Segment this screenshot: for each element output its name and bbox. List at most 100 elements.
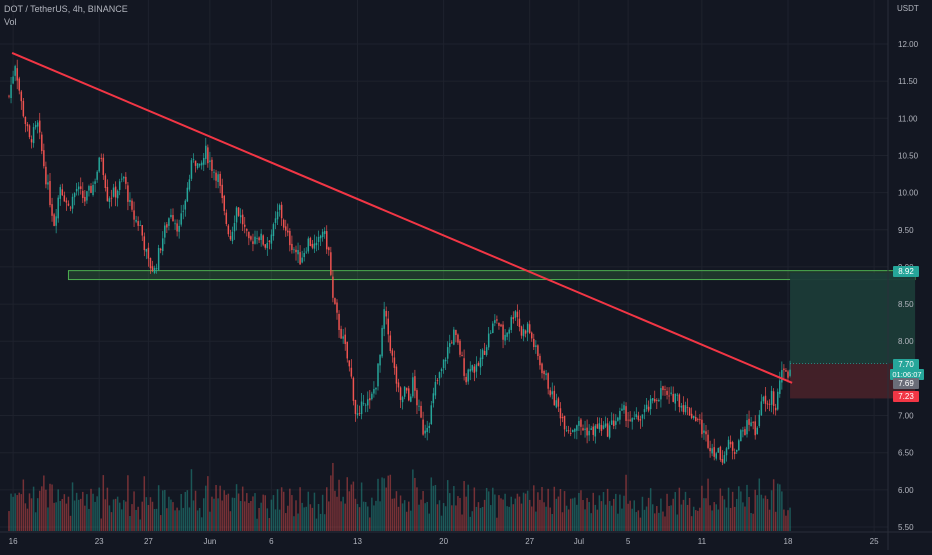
volume-bar <box>262 494 264 531</box>
candle-body <box>518 318 521 327</box>
volume-bar <box>479 508 482 531</box>
candle-body <box>67 203 70 206</box>
candle-body <box>219 173 221 186</box>
volume-bar <box>143 476 146 531</box>
volume-bar <box>789 507 791 531</box>
volume-bar <box>367 506 369 531</box>
candle-body <box>391 350 394 356</box>
volume-bar <box>758 478 761 531</box>
volume-indicator-label[interactable]: Vol <box>4 17 17 27</box>
volume-bar <box>649 488 652 531</box>
volume-bar <box>336 496 338 531</box>
candle-body <box>432 393 435 404</box>
candle-body <box>584 428 586 430</box>
volume-bar <box>627 503 629 531</box>
candle-body <box>766 403 769 405</box>
candle-body <box>75 188 78 192</box>
volume-bar <box>410 510 412 531</box>
candle-body <box>647 406 650 411</box>
candle-body <box>758 414 761 427</box>
candle-body <box>356 413 359 416</box>
candle-body <box>719 446 722 460</box>
candle-body <box>635 414 638 417</box>
volume-bar <box>512 504 515 531</box>
volume-bar <box>123 500 125 531</box>
candle-body <box>371 393 373 400</box>
volume-bar <box>209 511 211 531</box>
volume-bar <box>137 506 139 531</box>
candle-body <box>225 212 228 224</box>
candle-body <box>229 235 232 240</box>
volume-bar <box>149 497 152 531</box>
volume-bar <box>744 506 746 531</box>
candle-body <box>20 91 23 102</box>
volume-bar <box>231 497 234 531</box>
candle-body <box>551 391 553 395</box>
volume-bar <box>274 509 277 531</box>
volume-bar <box>303 507 305 531</box>
volume-bar <box>184 491 187 531</box>
candle-body <box>367 399 369 406</box>
volume-bar <box>623 495 625 531</box>
candle-body <box>699 419 701 421</box>
volume-bar <box>574 497 576 531</box>
candle-body <box>426 427 428 433</box>
volume-bar <box>104 499 107 531</box>
candle-body <box>328 247 330 251</box>
candle-body <box>82 190 84 199</box>
volume-bar <box>221 500 223 531</box>
candle-body <box>237 207 240 216</box>
candle-body <box>98 157 100 172</box>
candle-body <box>418 405 420 407</box>
volume-bar <box>557 496 560 531</box>
volume-bar <box>34 512 37 531</box>
candle-body <box>422 419 424 435</box>
symbol-title[interactable]: DOT / TetherUS, 4h, BINANCE <box>4 4 128 14</box>
candle-body <box>412 377 414 397</box>
volume-bar <box>348 491 351 531</box>
volume-bar <box>736 498 738 531</box>
volume-bar <box>772 479 775 531</box>
candle-body <box>241 214 244 225</box>
candle-body <box>278 205 281 210</box>
volume-bar <box>373 505 375 531</box>
candle-body <box>428 425 430 428</box>
volume-bar <box>309 504 312 531</box>
volume-bar <box>705 498 707 531</box>
candle-body <box>12 76 14 84</box>
volume-bar <box>502 499 504 531</box>
candle-body <box>254 236 256 244</box>
candle-body <box>203 158 205 165</box>
candle-body <box>360 401 363 415</box>
volume-bar <box>289 488 291 531</box>
volume-bar <box>82 491 84 531</box>
volume-bar <box>377 478 379 531</box>
candle-body <box>610 420 613 425</box>
candle-body <box>625 406 627 421</box>
volume-bar <box>153 509 156 531</box>
candle-body <box>8 95 10 97</box>
x-tick-label: 11 <box>698 537 707 546</box>
candle-body <box>272 224 275 237</box>
volume-bar <box>127 475 129 531</box>
candle-body <box>14 66 16 76</box>
candle-body <box>194 160 197 166</box>
candle-body <box>772 391 775 406</box>
candle-body <box>153 267 156 274</box>
candle-body <box>104 175 107 188</box>
candle-body <box>231 231 234 242</box>
volume-bar <box>342 496 344 531</box>
volume-bar <box>625 474 627 531</box>
candle-body <box>334 298 336 304</box>
volume-bar <box>434 485 437 531</box>
candle-body <box>291 243 293 250</box>
volume-bar <box>539 499 541 531</box>
candle-body <box>127 185 129 202</box>
volume-bar <box>596 509 599 531</box>
candle-body <box>172 215 174 222</box>
volume-bar <box>332 462 334 531</box>
candle-body <box>660 388 662 400</box>
candle-body <box>588 430 590 436</box>
